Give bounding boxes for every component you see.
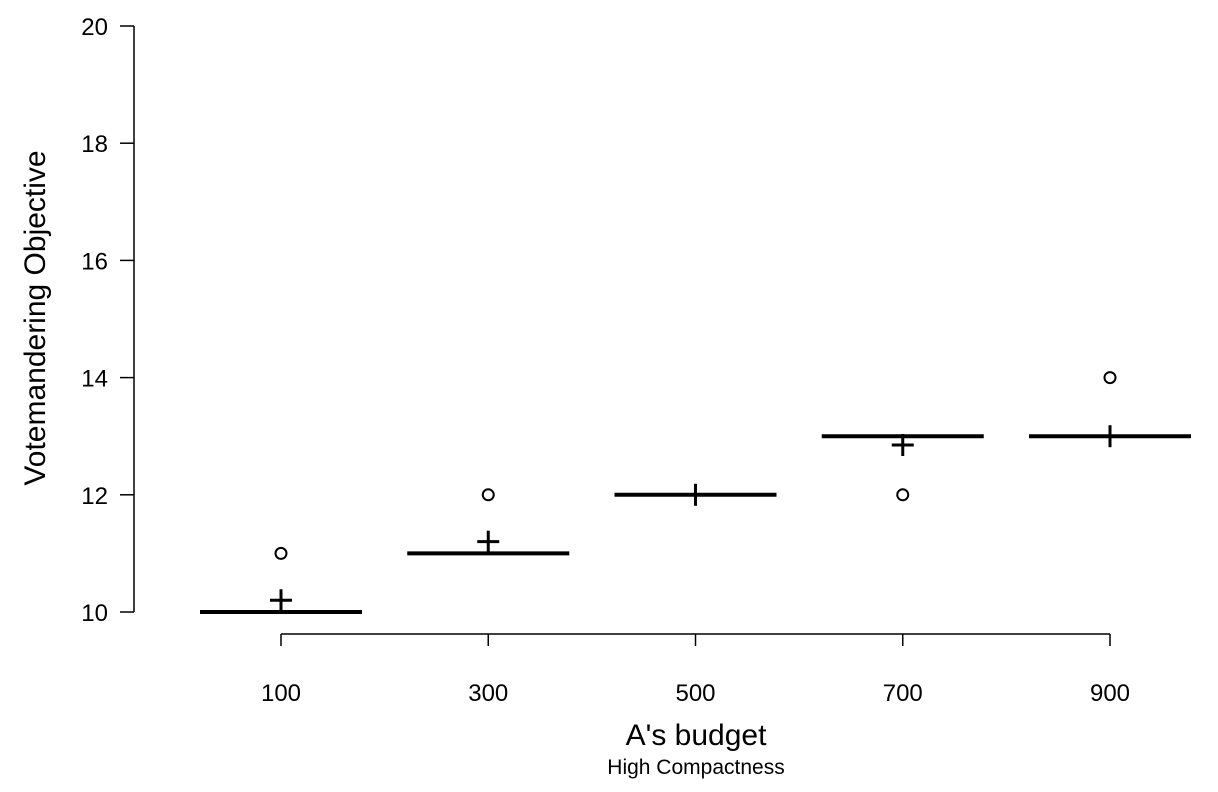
y-tick-label: 10 xyxy=(81,600,108,627)
y-axis-title: Votemandering Objective xyxy=(19,150,52,485)
mean-marker xyxy=(684,483,707,506)
y-tick-label: 12 xyxy=(81,483,108,510)
mean-marker xyxy=(270,589,292,612)
mean-marker xyxy=(1099,425,1121,448)
x-tick-label: 300 xyxy=(468,680,508,707)
mean-marker xyxy=(891,433,914,456)
chart-subtitle: High Compactness xyxy=(607,756,784,779)
x-tick-label: 500 xyxy=(675,680,715,707)
y-tick-label: 14 xyxy=(81,366,108,393)
mean-marker xyxy=(477,530,500,553)
x-axis-title: A's budget xyxy=(626,719,767,752)
x-tick-label: 900 xyxy=(1090,680,1130,707)
outlier-point xyxy=(896,488,910,502)
y-tick-label: 18 xyxy=(81,131,108,158)
outlier-point xyxy=(274,546,288,560)
outlier-point xyxy=(481,488,495,502)
x-axis: 100 300 500 700 900 xyxy=(261,633,1130,707)
outlier-point xyxy=(1103,371,1117,385)
y-tick-label: 16 xyxy=(81,248,108,275)
y-axis: 10 12 14 16 18 20 xyxy=(81,14,135,627)
y-tick-label: 20 xyxy=(81,14,108,41)
x-tick-label: 100 xyxy=(261,680,301,707)
x-tick-label: 700 xyxy=(883,680,923,707)
plot-marks xyxy=(200,371,1191,614)
